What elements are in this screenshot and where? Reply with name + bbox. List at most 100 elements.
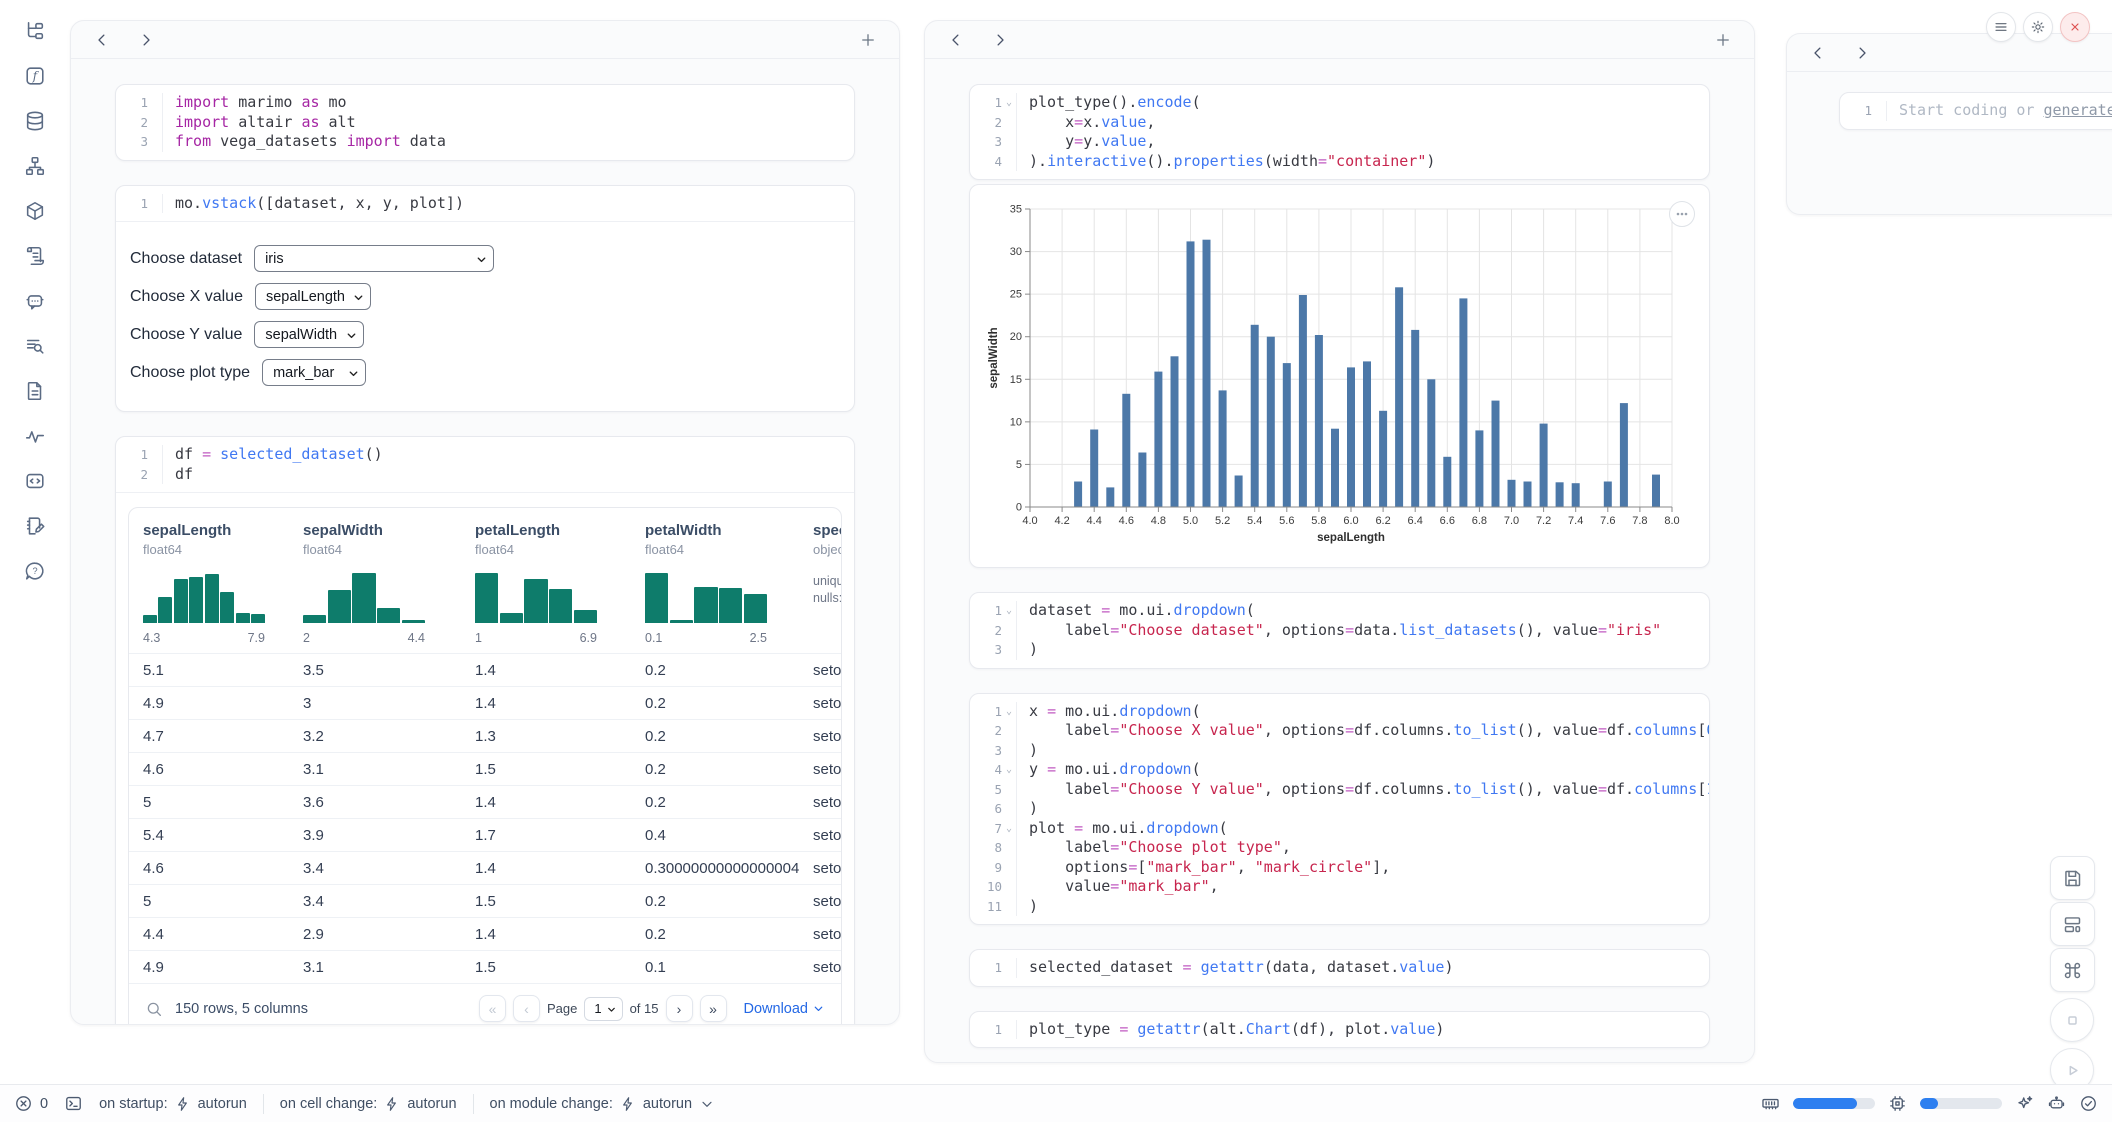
code-editor[interactable]: 1selected_dataset = getattr(data, datase… bbox=[970, 950, 1709, 986]
column-header-petalLength[interactable]: petalLengthfloat6416.9 bbox=[461, 522, 631, 645]
dropdown-choose-y-value[interactable]: sepalWidth bbox=[254, 321, 364, 348]
menu-button[interactable] bbox=[1986, 12, 2016, 42]
code-editor-placeholder[interactable]: 1Start coding or generate with bbox=[1840, 93, 2112, 129]
table-row[interactable]: 53.41.50.2setos bbox=[129, 884, 841, 917]
dropdown-choose-x-value[interactable]: sepalLength bbox=[255, 283, 371, 310]
on-startup-setting[interactable]: on startup: autorun bbox=[99, 1096, 247, 1112]
dropdown-choose-dataset[interactable]: iris bbox=[254, 245, 494, 272]
table-row[interactable]: 4.73.21.30.2setos bbox=[129, 719, 841, 752]
search-icon[interactable] bbox=[145, 1000, 163, 1018]
column-header-speci[interactable]: speciobjecuniqunulls: bbox=[799, 522, 841, 645]
cell-imports: 1import marimo as mo2import altair as al… bbox=[115, 84, 855, 161]
sidebar-item-functions[interactable]: f bbox=[17, 61, 53, 91]
chevron-left-icon[interactable] bbox=[947, 31, 965, 49]
sidebar-item-logs[interactable] bbox=[17, 241, 53, 271]
code-line: 1⌄dataset = mo.ui.dropdown( bbox=[974, 601, 1699, 621]
table-row[interactable]: 4.42.91.40.2setos bbox=[129, 917, 841, 950]
shortcuts-button[interactable] bbox=[2050, 948, 2095, 992]
code-editor[interactable]: 1mo.vstack([dataset, x, y, plot]) bbox=[116, 186, 854, 222]
svg-text:7.0: 7.0 bbox=[1504, 515, 1519, 527]
svg-text:25: 25 bbox=[1010, 289, 1022, 301]
table-row[interactable]: 5.43.91.70.4setos bbox=[129, 818, 841, 851]
sidebar-item-scratchpad[interactable] bbox=[17, 511, 53, 541]
download-button[interactable]: Download bbox=[744, 1001, 826, 1017]
sidebar-item-dependencies[interactable] bbox=[17, 151, 53, 181]
code-editor[interactable]: 1⌄plot_type().encode(2 x=x.value,3 y=y.v… bbox=[970, 85, 1709, 179]
sidebar-item-tracebacks[interactable] bbox=[17, 331, 53, 361]
chevron-down-icon bbox=[812, 1002, 825, 1015]
chat-bot-icon bbox=[24, 290, 46, 312]
code-line: 7⌄plot = mo.ui.dropdown( bbox=[974, 819, 1699, 839]
on-module-change-setting[interactable]: on module change: autorun bbox=[490, 1096, 716, 1112]
sidebar-item-packages[interactable] bbox=[17, 196, 53, 226]
column-header-sepalWidth[interactable]: sepalWidthfloat6424.4 bbox=[289, 522, 461, 645]
svg-text:4.2: 4.2 bbox=[1054, 515, 1069, 527]
table-row[interactable]: 4.93.11.50.1setos bbox=[129, 950, 841, 983]
table-row[interactable]: 4.63.41.40.30000000000000004setos bbox=[129, 851, 841, 884]
save-button[interactable] bbox=[2050, 856, 2095, 900]
table-footer: 150 rows, 5 columns « ‹ Page 1 of 15 › bbox=[129, 983, 841, 1025]
column-histogram bbox=[475, 571, 597, 623]
chart-options-button[interactable] bbox=[1669, 201, 1695, 227]
dropdown-label: Choose plot type bbox=[130, 364, 250, 382]
svg-text:6.4: 6.4 bbox=[1408, 515, 1423, 527]
settings-button[interactable] bbox=[2023, 12, 2053, 42]
chevron-right-icon[interactable] bbox=[137, 31, 155, 49]
close-button[interactable] bbox=[2060, 12, 2090, 42]
page-select[interactable]: 1 bbox=[584, 997, 622, 1021]
chevron-right-icon[interactable] bbox=[991, 31, 1009, 49]
sidebar-item-help[interactable]: ? bbox=[17, 556, 53, 586]
first-page-button[interactable]: « bbox=[479, 995, 506, 1022]
code-line: 3 y=y.value, bbox=[974, 132, 1699, 152]
stop-square-icon bbox=[2062, 1010, 2083, 1031]
column-header-sepalLength[interactable]: sepalLengthfloat644.37.9 bbox=[129, 522, 289, 645]
sepal-bar-chart[interactable]: 4.04.24.44.64.85.05.25.45.65.86.06.26.46… bbox=[984, 199, 1684, 555]
layout-button[interactable] bbox=[2050, 902, 2095, 946]
code-line: 1mo.vstack([dataset, x, y, plot]) bbox=[120, 194, 844, 214]
code-editor[interactable]: 1⌄dataset = mo.ui.dropdown(2 label="Choo… bbox=[970, 593, 1709, 668]
svg-text:5.0: 5.0 bbox=[1183, 515, 1198, 527]
code-editor[interactable]: 1⌄x = mo.ui.dropdown(2 label="Choose X v… bbox=[970, 694, 1709, 925]
chevron-right-icon[interactable] bbox=[1853, 44, 1871, 62]
code-line: 1df = selected_dataset() bbox=[120, 445, 844, 465]
copilot-robot-icon[interactable] bbox=[2047, 1094, 2066, 1113]
circle-x-icon bbox=[14, 1094, 33, 1113]
sidebar-item-snippets[interactable] bbox=[17, 466, 53, 496]
sidebar-item-variables[interactable] bbox=[17, 421, 53, 451]
table-row[interactable]: 4.63.11.50.2setos bbox=[129, 752, 841, 785]
chevron-down-icon bbox=[475, 253, 488, 266]
sidebar-item-documentation[interactable] bbox=[17, 376, 53, 406]
code-line: 1plot_type = getattr(alt.Chart(df), plot… bbox=[974, 1020, 1699, 1040]
chevron-left-icon[interactable] bbox=[1809, 44, 1827, 62]
prev-page-button[interactable]: ‹ bbox=[513, 995, 540, 1022]
close-x-icon bbox=[2067, 19, 2083, 35]
table-row[interactable]: 53.61.40.2setos bbox=[129, 785, 841, 818]
table-row[interactable]: 5.13.51.40.2setos bbox=[129, 653, 841, 686]
dropdown-choose-plot-type[interactable]: mark_bar bbox=[262, 359, 366, 386]
code-editor[interactable]: 1df = selected_dataset()2df bbox=[116, 437, 854, 492]
table-row[interactable]: 4.931.40.2setos bbox=[129, 686, 841, 719]
svg-text:7.6: 7.6 bbox=[1600, 515, 1615, 527]
error-count[interactable]: 0 bbox=[14, 1094, 48, 1113]
last-page-button[interactable]: » bbox=[700, 995, 727, 1022]
package-cube-icon bbox=[24, 200, 46, 222]
next-page-button[interactable]: › bbox=[666, 995, 693, 1022]
sidebar-item-datasources[interactable] bbox=[17, 106, 53, 136]
code-editor[interactable]: 1import marimo as mo2import altair as al… bbox=[116, 85, 854, 160]
stop-button[interactable] bbox=[2050, 998, 2094, 1042]
activity-sidebar: f? bbox=[0, 0, 70, 1084]
chevron-left-icon[interactable] bbox=[93, 31, 111, 49]
svg-text:5.2: 5.2 bbox=[1215, 515, 1230, 527]
svg-text:8.0: 8.0 bbox=[1664, 515, 1679, 527]
add-cell-button[interactable] bbox=[859, 31, 877, 49]
sidebar-item-chat[interactable] bbox=[17, 286, 53, 316]
svg-text:f: f bbox=[32, 69, 40, 83]
add-cell-button[interactable] bbox=[1714, 31, 1732, 49]
code-editor[interactable]: 1plot_type = getattr(alt.Chart(df), plot… bbox=[970, 1012, 1709, 1048]
sparkles-ai-icon[interactable] bbox=[2015, 1094, 2034, 1113]
terminal-button[interactable] bbox=[64, 1094, 83, 1113]
on-cell-change-setting[interactable]: on cell change: autorun bbox=[280, 1096, 457, 1112]
sidebar-item-file-explorer[interactable] bbox=[17, 16, 53, 46]
column-header bbox=[71, 21, 899, 59]
column-header-petalWidth[interactable]: petalWidthfloat640.12.5 bbox=[631, 522, 799, 645]
